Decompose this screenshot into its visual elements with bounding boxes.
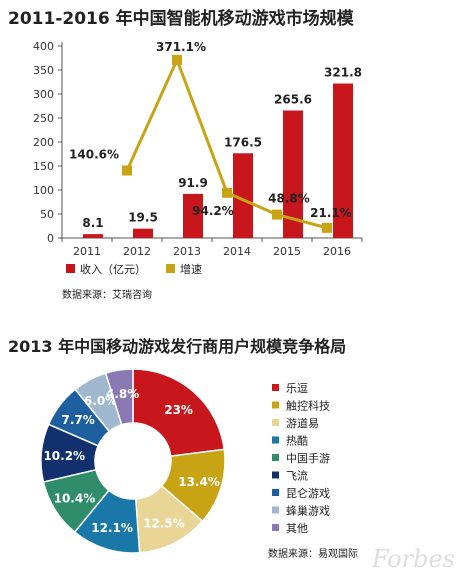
growth-marker (122, 165, 132, 176)
growth-marker (272, 209, 282, 220)
y-tick-label: 350 (33, 64, 54, 77)
chart2-title: 2013 年中国移动游戏发行商用户规模竞争格局 (8, 337, 347, 356)
legend-swatch-revenue (66, 264, 75, 273)
legend-swatch (272, 454, 279, 461)
pie-data-label: 23% (164, 403, 193, 417)
growth-data-label: 371.1% (156, 40, 206, 54)
legend-label: 游道易 (286, 416, 319, 430)
y-tick-label: 200 (33, 136, 54, 149)
bar-revenue (233, 153, 253, 238)
y-tick-label: 150 (33, 160, 54, 173)
bar-data-label: 8.1 (82, 216, 103, 230)
legend-swatch (272, 401, 279, 409)
y-tick-label: 100 (33, 184, 54, 197)
legend-swatch (272, 471, 279, 479)
x-tick-label: 2014 (223, 245, 251, 258)
pie-data-label: 12.1% (91, 521, 133, 535)
x-tick-label: 2013 (173, 245, 201, 258)
x-tick-label: 2016 (323, 245, 351, 258)
y-tick-label: 400 (33, 40, 54, 53)
chart1-source: 数据来源：艾瑞咨询 (62, 288, 152, 301)
bar-revenue (133, 228, 153, 238)
pie-data-label: 7.7% (61, 413, 94, 427)
x-tick-label: 2012 (123, 245, 151, 258)
publisher-share-chart: 23% 13.4% 12.5% 12.1% 10.4% 10.2% 7.7% 6.0%4.8%… (40, 368, 358, 560)
bar-data-label: 91.9 (178, 176, 208, 190)
chart2-source: 数据来源：易观国际 (268, 547, 358, 560)
y-tick-label: 0 (47, 232, 54, 245)
growth-marker (322, 222, 332, 233)
bar-data-label: 176.5 (224, 135, 262, 149)
growth-marker (222, 187, 232, 198)
legend-label: 飞流 (286, 469, 308, 483)
legend-swatch (272, 524, 279, 531)
growth-data-label: 94.2% (192, 204, 234, 218)
bar-revenue (183, 193, 203, 238)
legend-swatch (272, 419, 279, 426)
chart1-title: 2011-2016 年中国智能机移动游戏市场规模 (8, 9, 354, 29)
pie-data-label: 4.8% (106, 387, 139, 401)
growth-data-label: 21.1% (310, 206, 352, 220)
growth-data-label: 48.8% (268, 192, 310, 206)
legend-swatch (272, 436, 279, 444)
legend-label-revenue: 收入（亿元） (80, 262, 146, 276)
legend-label: 蜂巢游戏 (286, 504, 330, 518)
growth-data-label: 140.6% (69, 148, 119, 162)
market-size-chart: 0 50 100 150 200 250 300 350 400 2011 2012 2013 2014… (33, 40, 363, 301)
y-tick-label: 300 (33, 88, 54, 101)
pie-data-label: 10.4% (54, 491, 96, 505)
pie-slice (132, 368, 226, 458)
bar-revenue (333, 83, 353, 238)
bar-revenue (283, 110, 303, 238)
legend-label-growth: 增速 (180, 262, 202, 276)
legend-label: 触控科技 (286, 399, 330, 413)
legend-label: 其他 (286, 522, 308, 535)
legend-swatch (272, 384, 279, 391)
x-tick-label: 2015 (273, 245, 301, 258)
legend-swatch-growth (166, 264, 175, 273)
bar-data-label: 265.6 (274, 93, 312, 107)
y-tick-label: 250 (33, 112, 54, 125)
legend-swatch (272, 506, 279, 514)
growth-marker (172, 54, 182, 65)
legend-label: 热酷 (286, 435, 308, 448)
legend-swatch (272, 489, 279, 496)
pie-slice (104, 368, 134, 426)
pie-data-label: 10.2% (43, 449, 85, 463)
pie-data-label: 6.0% (84, 394, 117, 408)
bar-revenue (83, 234, 103, 238)
x-tick-label: 2011 (73, 245, 101, 258)
pie-data-label: 13.4% (178, 475, 220, 489)
pie-data-label: 12.5% (143, 517, 185, 531)
legend-label: 昆仑游戏 (286, 486, 330, 500)
y-tick-label: 50 (40, 208, 54, 221)
watermark: Forbes (371, 545, 455, 573)
bar-data-label: 321.8 (324, 66, 362, 80)
legend-label: 中国手游 (286, 451, 330, 465)
legend-label: 乐逗 (286, 382, 308, 395)
bar-data-label: 19.5 (128, 211, 158, 225)
